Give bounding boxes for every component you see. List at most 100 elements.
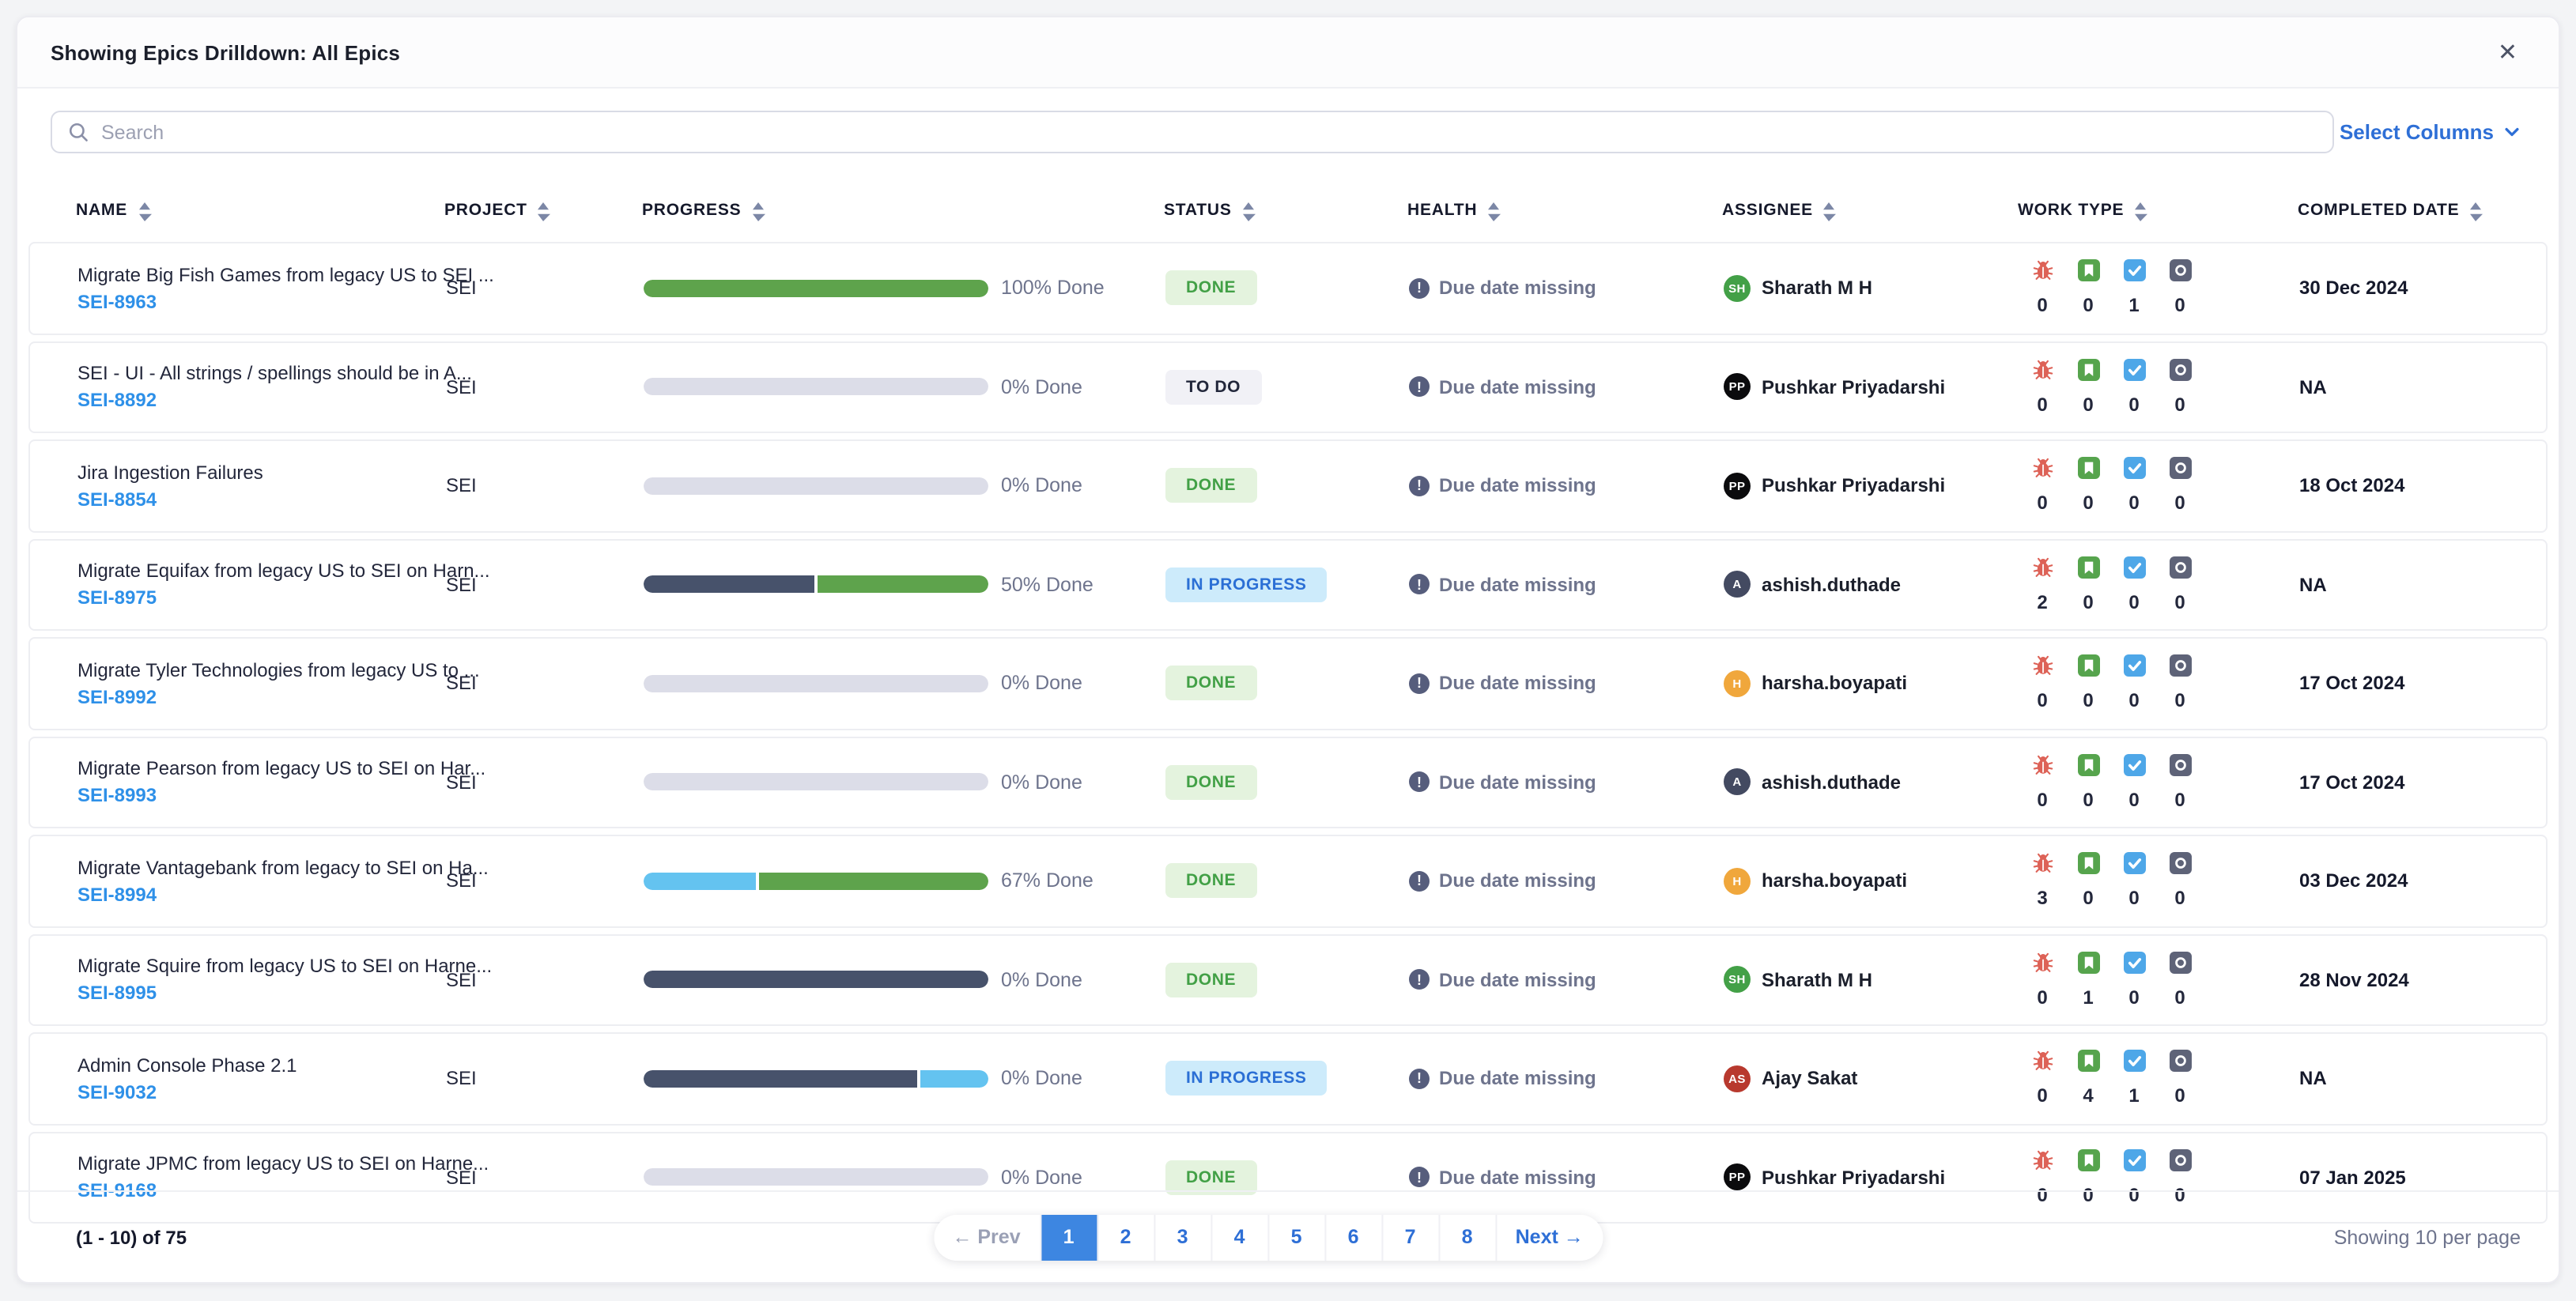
- epic-count: 0: [2174, 590, 2185, 613]
- bug-count: 0: [2037, 689, 2048, 712]
- issue-key-link[interactable]: SEI-8995: [77, 982, 157, 1005]
- column-header-status[interactable]: STATUS: [1164, 200, 1407, 221]
- bug-count: 0: [2037, 788, 2048, 811]
- task-icon: [2123, 556, 2145, 579]
- column-header-work-type[interactable]: WORK TYPE: [2018, 200, 2298, 221]
- progress-cell: 0% Done: [644, 771, 1165, 794]
- work-type-bug: 0: [2019, 458, 2065, 515]
- health-cell: ! Due date missing: [1409, 673, 1724, 695]
- close-icon[interactable]: ✕: [2491, 34, 2524, 70]
- column-header-assignee[interactable]: ASSIGNEE: [1722, 200, 2018, 221]
- progress-segment: [644, 378, 988, 396]
- bug-count: 0: [2037, 492, 2048, 515]
- epic-count: 0: [2174, 492, 2185, 515]
- issue-key-link[interactable]: SEI-9032: [77, 1080, 157, 1103]
- project-cell: SEI: [446, 968, 477, 991]
- sort-icon[interactable]: [1822, 202, 1837, 221]
- issue-key-link[interactable]: SEI-8975: [77, 586, 157, 609]
- issue-key-link[interactable]: SEI-8992: [77, 685, 157, 708]
- project-cell: SEI: [446, 573, 477, 596]
- issue-key-link[interactable]: SEI-8854: [77, 488, 157, 511]
- project-cell: SEI: [446, 1067, 477, 1090]
- per-page-label: Showing 10 per page: [2333, 1226, 2521, 1248]
- column-label: COMPLETED DATE: [2298, 201, 2460, 220]
- progress-label: 0% Done: [1001, 1166, 1082, 1189]
- story-icon: [2077, 654, 2099, 677]
- story-icon: [2077, 852, 2099, 875]
- column-header-completed-date[interactable]: COMPLETED DATE: [2298, 200, 2535, 221]
- issue-key-link[interactable]: SEI-8993: [77, 784, 157, 807]
- next-page-button[interactable]: Next →: [1496, 1214, 1603, 1260]
- work-type-story: 0: [2065, 852, 2111, 910]
- column-header-progress[interactable]: PROGRESS: [642, 200, 1164, 221]
- sort-icon[interactable]: [2133, 202, 2148, 221]
- column-header-name[interactable]: NAME: [76, 200, 444, 221]
- sort-icon[interactable]: [137, 202, 152, 221]
- issue-key-link[interactable]: SEI-8892: [77, 389, 157, 412]
- page-button-8[interactable]: 8: [1439, 1214, 1497, 1260]
- work-type-task: 0: [2111, 457, 2157, 515]
- completed-date-cell: NA: [2299, 573, 2327, 596]
- avatar: SH: [1724, 966, 1751, 994]
- epic-name: Migrate Squire from legacy US to SEI on …: [77, 955, 493, 978]
- sort-icon[interactable]: [1241, 202, 1256, 221]
- column-header-project[interactable]: PROJECT: [444, 200, 642, 221]
- story-count: 0: [2083, 1183, 2094, 1206]
- epic-count: 0: [2174, 887, 2185, 910]
- task-count: 0: [2128, 1183, 2140, 1206]
- page-button-7[interactable]: 7: [1382, 1214, 1440, 1260]
- task-count: 0: [2128, 590, 2140, 613]
- sort-icon[interactable]: [750, 202, 765, 221]
- health-cell: ! Due date missing: [1409, 574, 1724, 596]
- assignee-cell: PP Pushkar Priyadarshi: [1724, 1163, 2019, 1191]
- task-icon: [2123, 654, 2145, 677]
- page-button-2[interactable]: 2: [1097, 1214, 1155, 1260]
- page-button-5[interactable]: 5: [1268, 1214, 1326, 1260]
- sort-icon[interactable]: [537, 202, 551, 221]
- story-count: 0: [2083, 492, 2094, 515]
- issue-key-link[interactable]: SEI-8994: [77, 883, 157, 906]
- page-button-3[interactable]: 3: [1154, 1214, 1212, 1260]
- bug-icon: [2031, 359, 2053, 381]
- epic-name-cell: Migrate Squire from legacy US to SEI on …: [77, 955, 493, 1005]
- progress-cell: 0% Done: [644, 969, 1165, 991]
- health-cell: ! Due date missing: [1409, 277, 1724, 300]
- project-cell: SEI: [446, 1166, 477, 1189]
- status-badge: DONE: [1165, 468, 1257, 503]
- epic-icon: [2169, 556, 2191, 579]
- task-count: 0: [2128, 986, 2140, 1009]
- toolbar: Select Columns: [17, 89, 2559, 169]
- work-type-story: 0: [2065, 556, 2111, 613]
- health-cell: ! Due date missing: [1409, 969, 1724, 991]
- issue-key-link[interactable]: SEI-8963: [77, 290, 157, 313]
- page-button-4[interactable]: 4: [1211, 1214, 1269, 1260]
- sort-icon[interactable]: [2469, 202, 2483, 221]
- work-type-story: 0: [2065, 457, 2111, 515]
- table-header-row: NAME PROJECT PROGRESS STATUS HEALTH ASSIGNEE W…: [17, 179, 2559, 242]
- progress-cell: 0% Done: [644, 1068, 1165, 1090]
- epic-name: Migrate Equifax from legacy US to SEI on…: [77, 560, 490, 583]
- search-box[interactable]: [51, 111, 2334, 153]
- avatar: PP: [1724, 373, 1751, 401]
- select-columns-button[interactable]: Select Columns: [2340, 120, 2521, 144]
- column-header-health[interactable]: HEALTH: [1407, 200, 1722, 221]
- prev-page-button[interactable]: ← Prev: [933, 1214, 1041, 1260]
- completed-date-cell: 17 Oct 2024: [2299, 771, 2405, 794]
- completed-date-cell: 07 Jan 2025: [2299, 1166, 2406, 1189]
- work-type-cell: 0 0 0 0: [2019, 1148, 2299, 1206]
- progress-segment: [818, 575, 988, 594]
- bug-count: 0: [2037, 986, 2048, 1009]
- health-label: Due date missing: [1439, 375, 1596, 398]
- health-label: Due date missing: [1439, 771, 1596, 794]
- sort-icon[interactable]: [1486, 202, 1501, 221]
- status-badge: DONE: [1165, 863, 1257, 899]
- search-input[interactable]: [101, 121, 2317, 143]
- column-label: HEALTH: [1407, 201, 1478, 220]
- page-button-1[interactable]: 1: [1041, 1214, 1098, 1260]
- table-row: Migrate Pearson from legacy US to SEI on…: [28, 736, 2548, 828]
- health-cell: ! Due date missing: [1409, 1068, 1724, 1090]
- page-button-6[interactable]: 6: [1325, 1214, 1383, 1260]
- warning-icon: !: [1409, 673, 1430, 694]
